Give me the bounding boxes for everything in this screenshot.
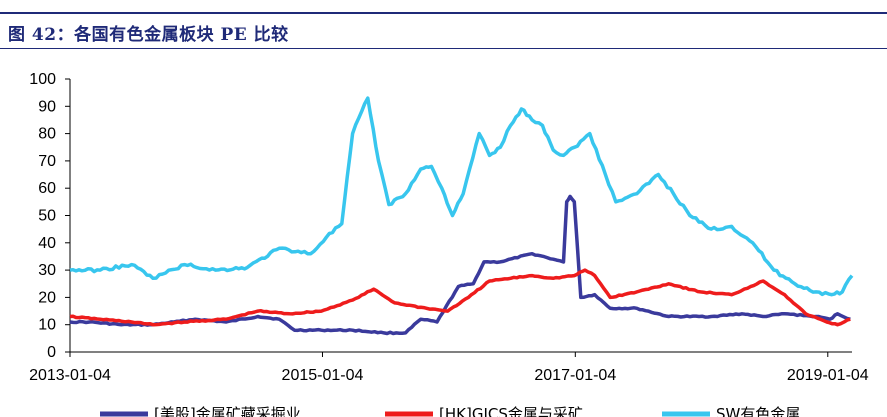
x-tick-label: 2015-01-04 [282,367,364,384]
x-tick-label: 2013-01-04 [29,367,111,384]
y-tick-label: 30 [38,262,56,279]
x-tick-label: 2017-01-04 [534,367,616,384]
header-rule-top [0,12,887,14]
series-line-sw [69,96,854,297]
legend-label-hk: [HK]GICS金属与采矿 [439,405,583,417]
y-tick-label: 20 [38,289,56,306]
y-tick-label: 70 [38,153,56,170]
y-tick-label: 0 [47,344,56,361]
y-tick-label: 10 [38,317,56,334]
legend-label-us: [美股]金属矿藏采掘业 [154,405,301,417]
x-tick-label: 2019-01-04 [787,367,869,384]
chart-title: 图 42：各国有色金属板块 PE 比较 [8,25,289,45]
y-tick-label: 60 [38,180,56,197]
y-tick-label: 100 [29,71,56,88]
y-tick-label: 90 [38,98,56,115]
header-rule-bottom [0,48,887,49]
y-tick-label: 50 [38,208,56,225]
series-line-hk [69,268,851,327]
y-tick-label: 80 [38,126,56,143]
legend-label-sw: SW有色金属 [716,405,800,417]
y-tick-label: 40 [38,235,56,252]
